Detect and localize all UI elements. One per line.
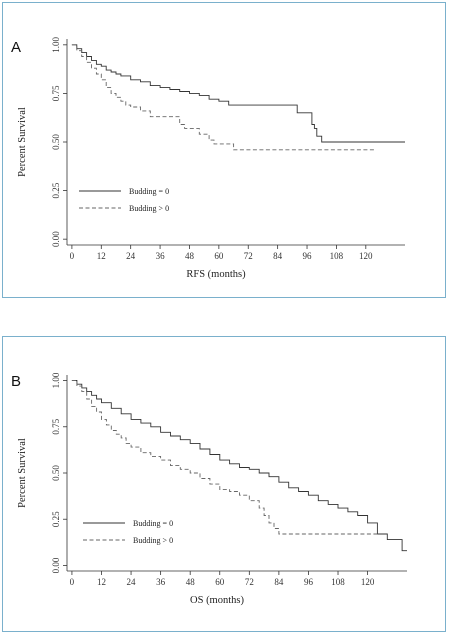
os-survival-chart: 0 12 24 36 48 60 72 84 96 108 120 0.00 0.25 0.50 0.75 1…: [17, 372, 407, 606]
x-axis-label: RFS (months): [186, 269, 246, 280]
x-tick-label: 24: [126, 251, 136, 261]
axes: 0 12 24 36 48 60 72 84 96 108 120 0.00 0.25 0.50 0.75 1…: [51, 36, 405, 261]
y-axis-label: Percent Survival: [17, 438, 28, 508]
y-tick-label: 0.25: [51, 182, 61, 198]
x-axis-label: OS (months): [190, 595, 244, 606]
y-tick-label: 0.50: [51, 465, 61, 481]
x-tick-label: 120: [361, 577, 375, 587]
series-line-budding-eq-0: [71, 44, 405, 143]
x-tick-label: 96: [303, 251, 313, 261]
x-tick-label: 72: [244, 251, 253, 261]
x-tick-label: 108: [331, 577, 345, 587]
panel-letter-b: B: [11, 373, 22, 390]
axes: 0 12 24 36 48 60 72 84 96 108 120 0.00 0.25 0.50 0.75 1…: [51, 372, 407, 587]
x-tick-label: 12: [97, 577, 106, 587]
legend-label: Budding > 0: [133, 536, 173, 545]
x-tick-label: 0: [70, 577, 75, 587]
series-line-budding-gt-0: [71, 380, 378, 535]
y-tick-label: 0.00: [51, 557, 61, 573]
panel-b: B 0 12 24 36 48 60 72 84 96 108 120 0.00 0.25 0.50 0.7…: [2, 336, 446, 632]
x-tick-label: 36: [156, 577, 166, 587]
series-line-budding-eq-0: [71, 380, 407, 552]
x-tick-label: 84: [273, 251, 283, 261]
x-tick-label: 72: [245, 577, 254, 587]
y-tick-label: 0.25: [51, 511, 61, 527]
panel-letter-a: A: [11, 39, 22, 56]
x-tick-label: 96: [304, 577, 314, 587]
legend-label: Budding > 0: [129, 204, 169, 213]
y-tick-label: 0.75: [51, 85, 61, 101]
x-tick-label: 36: [156, 251, 166, 261]
y-axis-label: Percent Survival: [17, 107, 28, 177]
y-tick-label: 0.75: [51, 418, 61, 434]
x-tick-label: 0: [70, 251, 75, 261]
rfs-survival-chart: 0 12 24 36 48 60 72 84 96 108 120 0.00 0.25 0.50 0.75 1…: [17, 36, 405, 280]
x-tick-label: 120: [359, 251, 373, 261]
y-tick-label: 0.50: [51, 134, 61, 150]
series-line-budding-gt-0: [71, 44, 376, 151]
x-tick-label: 84: [274, 577, 284, 587]
legend-label: Budding = 0: [133, 519, 173, 528]
panel-a: A 0 12 24 36 48 60 72 84 96 108 120 0.00 0.25 0.50 0.7…: [2, 2, 446, 298]
legend: Budding = 0 Budding > 0: [83, 519, 173, 545]
y-tick-label: 1.00: [51, 36, 61, 52]
x-tick-label: 60: [214, 251, 224, 261]
x-tick-label: 48: [185, 251, 195, 261]
x-tick-label: 60: [215, 577, 225, 587]
legend-label: Budding = 0: [129, 187, 169, 196]
y-tick-label: 0.00: [51, 231, 61, 247]
x-tick-label: 48: [186, 577, 196, 587]
x-tick-label: 24: [127, 577, 137, 587]
y-tick-label: 1.00: [51, 372, 61, 388]
x-tick-label: 108: [330, 251, 344, 261]
legend: Budding = 0 Budding > 0: [79, 187, 169, 213]
x-tick-label: 12: [97, 251, 106, 261]
